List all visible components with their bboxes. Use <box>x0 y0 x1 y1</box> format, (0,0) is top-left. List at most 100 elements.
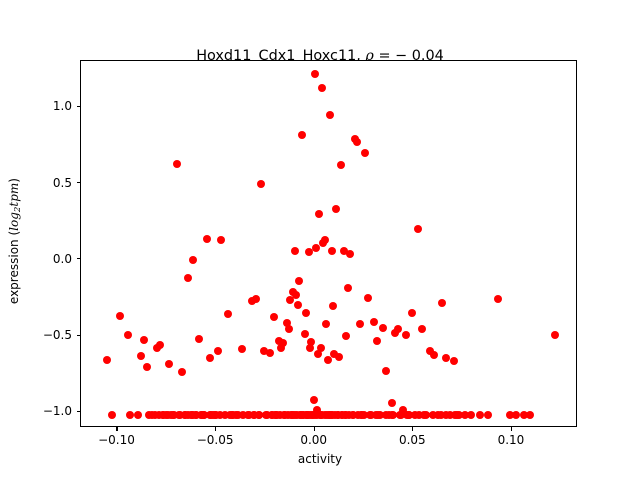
scatter-points-layer <box>81 61 576 426</box>
scatter-point <box>217 235 226 244</box>
scatter-point <box>283 319 292 328</box>
scatter-point <box>429 411 438 420</box>
scatter-point <box>314 350 323 359</box>
scatter-point <box>415 411 424 420</box>
scatter-point <box>251 294 260 303</box>
scatter-point <box>344 284 353 293</box>
scatter-point <box>292 290 301 299</box>
scatter-point <box>302 309 311 318</box>
y-tick-label: 1.0 <box>52 99 72 114</box>
scatter-point <box>395 411 404 420</box>
scatter-point <box>316 344 325 353</box>
y-tick-label: 0.5 <box>52 175 72 190</box>
scatter-point <box>330 349 339 358</box>
scatter-point <box>390 329 399 338</box>
scatter-point <box>372 336 381 345</box>
scatter-point <box>511 411 520 420</box>
scatter-point <box>237 345 246 354</box>
plot-axes <box>80 60 577 427</box>
scatter-point <box>346 249 355 258</box>
scatter-point <box>387 411 396 420</box>
scatter-point <box>305 343 314 352</box>
scatter-point <box>381 411 390 420</box>
scatter-point <box>466 411 475 420</box>
scatter-point <box>342 411 351 420</box>
scatter-point <box>460 411 469 420</box>
scatter-point <box>387 398 396 407</box>
scatter-point <box>441 411 450 420</box>
scatter-point <box>163 411 172 420</box>
scatter-point <box>449 357 458 366</box>
scatter-point <box>315 210 324 219</box>
scatter-point <box>437 298 446 307</box>
x-tick-mark <box>510 427 513 431</box>
scatter-point <box>244 411 253 420</box>
scatter-point <box>418 325 427 334</box>
scatter-point <box>116 311 125 320</box>
y-tick-label: −1.0 <box>42 404 72 419</box>
scatter-point <box>300 329 309 338</box>
scatter-point <box>200 411 209 420</box>
x-tick-label: 0.05 <box>398 433 426 447</box>
x-tick-mark <box>215 427 217 431</box>
scatter-point <box>290 246 299 255</box>
scatter-point <box>207 411 216 420</box>
scatter-point <box>194 335 203 344</box>
scatter-point <box>220 411 229 420</box>
scatter-point <box>327 246 336 255</box>
scatter-point <box>102 355 111 364</box>
scatter-point <box>302 411 311 420</box>
scatter-point <box>353 137 362 146</box>
scatter-point <box>168 411 177 420</box>
scatter-point <box>371 411 380 420</box>
scatter-point <box>441 353 450 362</box>
scatter-point <box>238 411 247 420</box>
scatter-point <box>158 411 167 420</box>
scatter-point <box>355 319 364 328</box>
scatter-point <box>335 352 344 361</box>
scatter-point <box>484 411 493 420</box>
scatter-point <box>203 235 212 244</box>
scatter-point <box>393 325 402 334</box>
x-tick-label: −0.10 <box>98 433 135 447</box>
y-axis-label: expression (log2tpm) <box>7 21 23 461</box>
scatter-point <box>414 225 423 234</box>
scatter-point <box>378 323 387 332</box>
scatter-point <box>107 411 116 420</box>
scatter-point <box>249 411 258 420</box>
scatter-point <box>519 411 528 420</box>
y-axis-label-math-tail: tpm <box>6 182 21 207</box>
scatter-point <box>279 339 288 347</box>
scatter-point <box>320 236 329 244</box>
scatter-point <box>216 411 225 420</box>
scatter-point <box>402 330 411 339</box>
scatter-point <box>328 411 337 420</box>
scatter-point <box>399 406 408 415</box>
scatter-point <box>189 255 198 264</box>
scatter-point <box>255 411 264 420</box>
scatter-point <box>369 317 378 326</box>
scatter-point <box>310 70 319 79</box>
scatter-point <box>257 179 266 188</box>
scatter-point <box>156 341 165 350</box>
scatter-point <box>284 325 293 334</box>
scatter-point <box>551 331 560 340</box>
y-tick-label: 0.0 <box>52 251 72 266</box>
scatter-point <box>420 411 429 420</box>
scatter-point <box>363 293 372 302</box>
scatter-point <box>525 411 534 420</box>
scatter-point <box>316 411 325 420</box>
scatter-point <box>357 411 366 420</box>
scatter-point <box>137 351 146 360</box>
scatter-point <box>265 348 274 357</box>
y-tick-mark <box>76 410 80 412</box>
scatter-point <box>142 362 151 371</box>
scatter-point <box>323 355 332 364</box>
scatter-point <box>262 411 271 420</box>
scatter-point <box>260 347 269 356</box>
scatter-point <box>505 411 514 420</box>
x-tick-label: 0.00 <box>300 433 328 447</box>
y-tick-label: −0.5 <box>42 328 72 343</box>
scatter-point <box>332 205 340 214</box>
